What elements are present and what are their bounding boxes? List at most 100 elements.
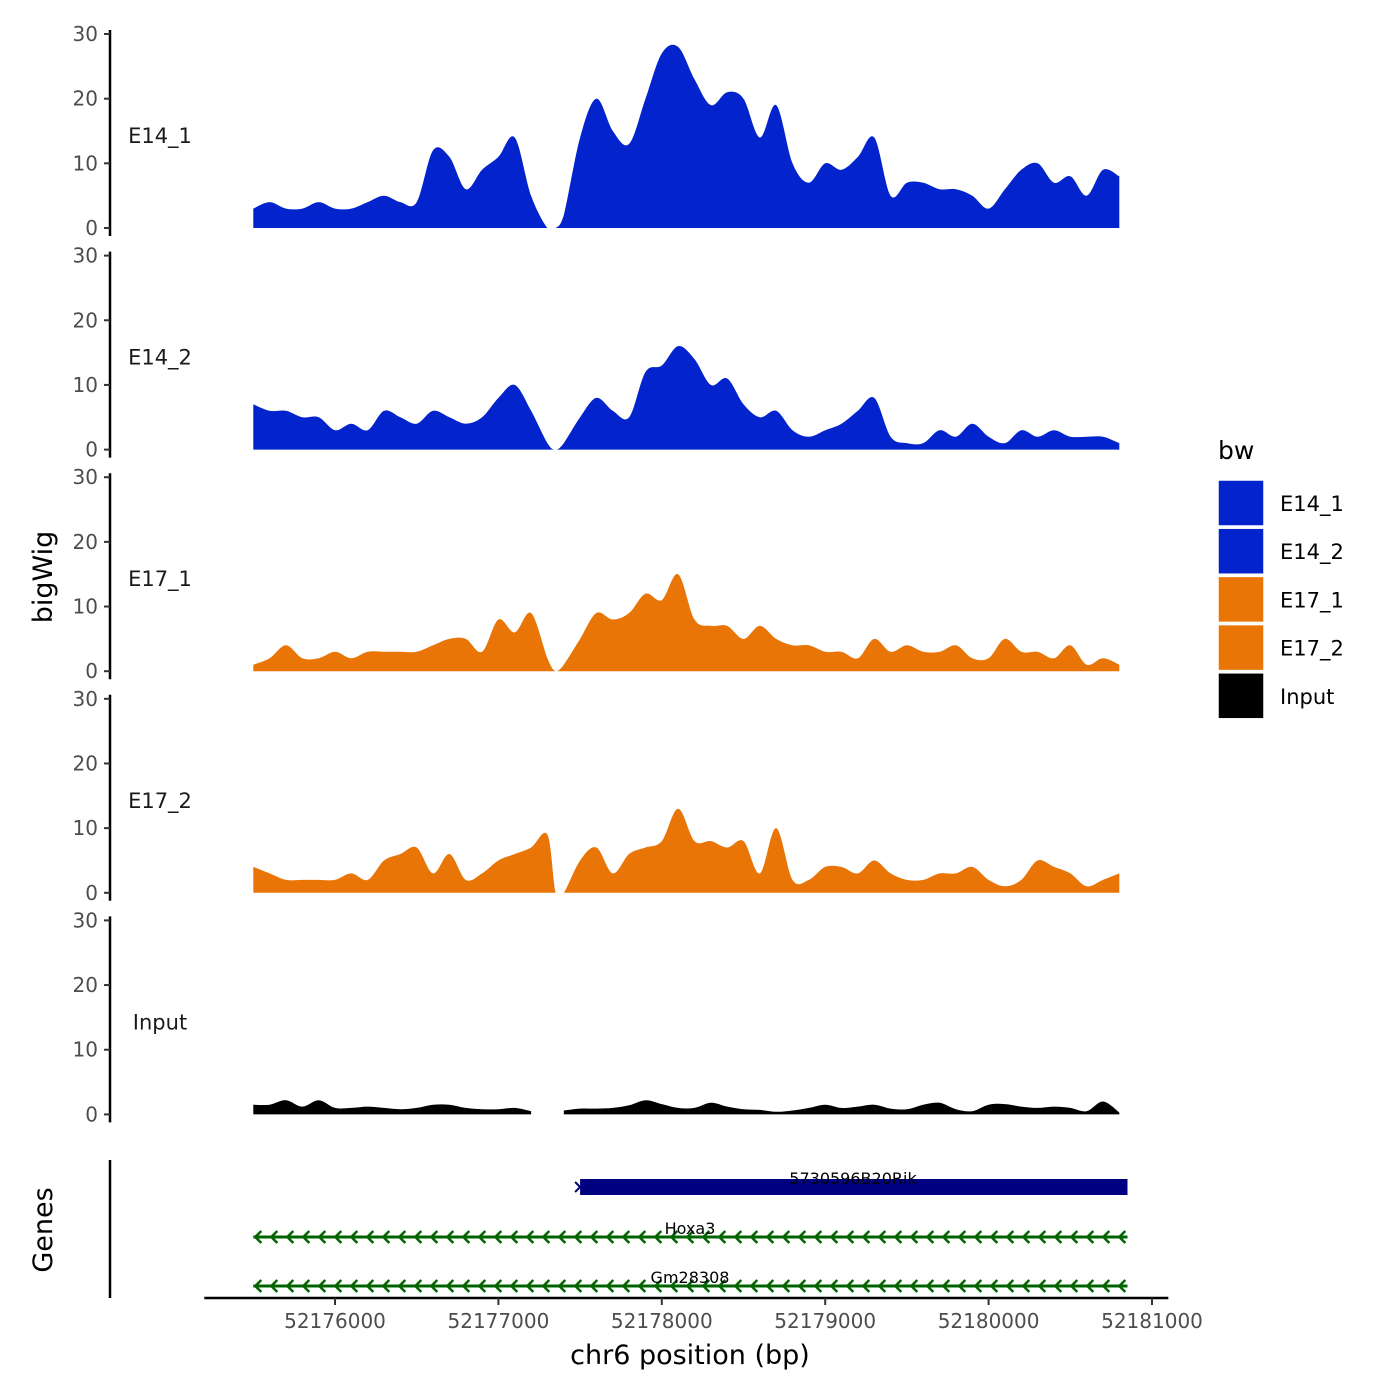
gene-Gm28308: Gm28308 xyxy=(253,1268,1128,1293)
strand-arrow-icon xyxy=(781,1230,791,1244)
x-axis: 52176000 52177000 52178000 52179000 52180000… xyxy=(204,1296,1203,1333)
x-tick-label: 52177000 xyxy=(448,1309,550,1333)
strand-arrow-icon xyxy=(365,1230,375,1244)
strand-arrow-icon xyxy=(557,1230,567,1244)
strand-arrow-icon xyxy=(1085,1230,1095,1244)
gene-Hoxa3: Hoxa3 xyxy=(253,1219,1128,1244)
legend-label: E14_1 xyxy=(1280,492,1344,517)
strand-arrow-icon xyxy=(445,1230,455,1244)
strand-arrow-icon xyxy=(301,1279,311,1293)
strand-arrow-icon xyxy=(493,1230,503,1244)
strand-arrow-icon xyxy=(829,1230,839,1244)
legend-swatch xyxy=(1217,623,1265,672)
strand-arrow-icon xyxy=(925,1230,935,1244)
legend-label: E17_1 xyxy=(1280,588,1344,613)
strand-arrow-icon xyxy=(573,1230,583,1244)
coverage-area-Input xyxy=(253,1100,532,1115)
strand-arrow-icon xyxy=(653,1279,663,1293)
strand-arrow-icon xyxy=(589,1279,599,1293)
strand-arrow-icon xyxy=(1101,1230,1111,1244)
x-tick-label: 52179000 xyxy=(774,1309,876,1333)
strand-arrow-icon xyxy=(973,1279,983,1293)
strand-arrow-icon xyxy=(445,1279,455,1293)
strand-arrow-icon xyxy=(605,1230,615,1244)
legend-label: Input xyxy=(1280,685,1334,709)
strand-arrow-icon xyxy=(349,1230,359,1244)
strand-arrow-icon xyxy=(381,1230,391,1244)
strand-arrow-icon xyxy=(509,1279,519,1293)
coverage-tracks: 0 10 20 30 E14_1 0 10 20 30 E14_2 0 10 20 30 E17_1 0 10 2… xyxy=(73,22,1120,1126)
x-tick-label: 52176000 xyxy=(284,1309,386,1333)
y-tick-label: 10 xyxy=(73,595,98,619)
legend-swatch xyxy=(1217,575,1265,624)
strand-arrow-icon xyxy=(285,1230,295,1244)
strand-arrow-icon xyxy=(701,1230,711,1244)
track-panel-E17_2: 0 10 20 30 E17_2 xyxy=(73,687,1120,905)
strand-arrow-icon xyxy=(413,1279,423,1293)
strand-arrow-icon xyxy=(1021,1279,1031,1293)
strand-arrow-icon xyxy=(877,1279,887,1293)
strand-arrow-icon xyxy=(525,1279,535,1293)
y-tick-label: 0 xyxy=(85,659,98,683)
x-axis-title: chr6 position (bp) xyxy=(570,1340,810,1371)
strand-arrow-icon xyxy=(989,1230,999,1244)
strand-arrow-icon xyxy=(429,1279,439,1293)
coverage-area-E14_2 xyxy=(253,346,1120,450)
track-panel-E17_1: 0 10 20 30 E17_1 xyxy=(73,465,1120,683)
strand-arrow-icon xyxy=(813,1230,823,1244)
strand-arrow-icon xyxy=(669,1279,679,1293)
track-panel-E14_2: 0 10 20 30 E14_2 xyxy=(73,244,1120,462)
strand-arrow-icon xyxy=(461,1230,471,1244)
strand-arrow-icon xyxy=(1053,1279,1063,1293)
y-tick-label: 20 xyxy=(73,530,98,554)
legend-title: bw xyxy=(1218,436,1254,465)
strand-arrow-icon xyxy=(574,1181,582,1193)
coverage-area-E14_1 xyxy=(253,44,1120,228)
y-tick-label: 0 xyxy=(85,1102,98,1126)
strand-arrow-icon xyxy=(861,1279,871,1293)
strand-arrow-icon xyxy=(1053,1230,1063,1244)
strand-arrow-icon xyxy=(413,1230,423,1244)
y-tick-label: 30 xyxy=(73,244,98,268)
y-tick-label: 20 xyxy=(73,308,98,332)
strand-arrow-icon xyxy=(717,1279,727,1293)
strand-arrow-icon xyxy=(477,1279,487,1293)
strand-arrow-icon xyxy=(461,1279,471,1293)
strand-arrow-icon xyxy=(893,1230,903,1244)
strand-arrow-icon xyxy=(797,1230,807,1244)
strand-arrow-icon xyxy=(733,1230,743,1244)
strand-arrow-icon xyxy=(253,1230,263,1244)
strand-arrow-icon xyxy=(429,1230,439,1244)
strand-arrow-icon xyxy=(989,1279,999,1293)
strand-arrow-icon xyxy=(557,1279,567,1293)
y-tick-label: 30 xyxy=(73,687,98,711)
strand-arrow-icon xyxy=(957,1230,967,1244)
strand-arrow-icon xyxy=(253,1279,263,1293)
strand-arrow-icon xyxy=(605,1279,615,1293)
strand-arrow-icon xyxy=(733,1279,743,1293)
strand-arrow-icon xyxy=(541,1279,551,1293)
strand-arrow-icon xyxy=(317,1230,327,1244)
strand-arrow-icon xyxy=(1117,1230,1127,1244)
strand-arrow-icon xyxy=(813,1279,823,1293)
gene-5730596B20Rik: 5730596B20Rik xyxy=(574,1169,1128,1195)
strand-arrow-icon xyxy=(637,1279,647,1293)
strand-arrow-icon xyxy=(941,1230,951,1244)
strand-arrow-icon xyxy=(509,1230,519,1244)
strand-arrow-icon xyxy=(669,1230,679,1244)
strand-arrow-icon xyxy=(285,1279,295,1293)
strand-arrow-icon xyxy=(269,1230,279,1244)
gene-body xyxy=(580,1179,1128,1195)
legend-label: E17_2 xyxy=(1280,637,1344,662)
strand-arrow-icon xyxy=(861,1230,871,1244)
x-tick-label: 52180000 xyxy=(938,1309,1040,1333)
y-tick-label: 20 xyxy=(73,87,98,111)
strand-arrow-icon xyxy=(653,1230,663,1244)
strand-arrow-icon xyxy=(749,1230,759,1244)
strand-arrow-icon xyxy=(1069,1230,1079,1244)
strand-arrow-icon xyxy=(541,1230,551,1244)
gene-label: 5730596B20Rik xyxy=(789,1169,917,1188)
genes-axis-title: Genes xyxy=(28,1187,59,1272)
track-label: E14_2 xyxy=(128,346,192,371)
